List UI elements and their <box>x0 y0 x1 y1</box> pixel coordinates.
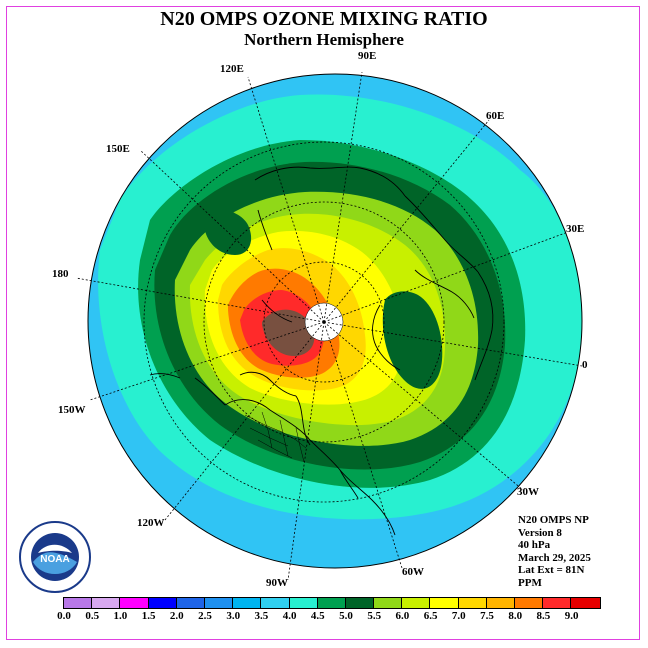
colorbar-swatch <box>374 598 403 608</box>
ozone-low-atlantic <box>382 291 443 389</box>
product-version: Version 8 <box>518 526 562 539</box>
colorbar-swatch <box>345 598 375 608</box>
logo-text: NOAA <box>40 554 69 565</box>
lon-label-60w: 60W <box>402 566 424 578</box>
colorbar-swatch <box>515 598 544 608</box>
colorbar-tick-label: 5.0 <box>339 610 353 622</box>
lon-label-60e: 60E <box>486 110 505 122</box>
colorbar-tick-label: 7.5 <box>480 610 494 622</box>
colorbar-tick-label: 4.5 <box>310 610 325 622</box>
colorbar-tick-label: 2.0 <box>169 610 184 622</box>
figure-frame <box>6 6 640 640</box>
colorbar-swatch <box>317 598 346 608</box>
colorbar-swatch <box>64 598 93 608</box>
lon-label-120w: 120W <box>137 517 165 529</box>
colorbar-tick-label: 8.0 <box>508 610 523 622</box>
colorbar-tick-label: 3.5 <box>254 610 269 622</box>
noaa-logo: NOAA <box>19 521 91 593</box>
latitude-extent: Lat Ext = 81N <box>518 564 585 577</box>
lon-label-180: 180 <box>52 268 69 280</box>
colorbar <box>63 597 601 609</box>
colorbar-tick-label: 5.5 <box>367 610 382 622</box>
coastlines <box>149 166 494 536</box>
colorbar-swatch <box>571 598 600 608</box>
map-disc-outline <box>87 73 583 569</box>
colorbar-swatch <box>148 598 177 608</box>
colorbar-tick-label: 7.0 <box>451 610 466 622</box>
colorbar-swatch <box>402 598 431 608</box>
colorbar-tick-label: 6.5 <box>423 610 438 622</box>
lon-label-90w: 90W <box>266 577 288 589</box>
colorbar-swatch <box>176 598 205 608</box>
colorbar-tick-label: 8.5 <box>536 610 551 622</box>
colorbar-tick-label: 2.5 <box>198 610 212 622</box>
colorbar-swatch <box>261 598 290 608</box>
colorbar-tick-label: 6.0 <box>395 610 410 622</box>
lon-label-90e: 90E <box>358 50 377 62</box>
colorbar-tick-label: 1.5 <box>141 610 156 622</box>
units: PPM <box>518 576 542 589</box>
product-info: N20 OMPS NP Version 8 40 hPa March 29, 2… <box>518 514 591 590</box>
colorbar-tick-label: 0.5 <box>85 610 100 622</box>
graticule <box>75 71 583 581</box>
lon-label-30e: 30E <box>566 223 585 235</box>
lon-label-30w: 30W <box>517 486 539 498</box>
colorbar-tick-label: 1.0 <box>113 610 128 622</box>
lon-label-150e: 150E <box>106 143 130 155</box>
colorbar-swatch <box>458 598 487 608</box>
product-date: March 29, 2025 <box>518 551 591 564</box>
pressure-level: 40 hPa <box>518 539 551 552</box>
colorbar-swatch <box>92 598 121 608</box>
colorbar-tick-label: 3.0 <box>226 610 241 622</box>
colorbar-swatch <box>543 598 572 608</box>
colorbar-tick-label: 9.0 <box>564 610 579 622</box>
lon-label-120e: 120E <box>220 63 244 75</box>
colorbar-swatch <box>430 598 459 608</box>
lon-label-0: 0 <box>582 359 588 371</box>
ozone-low-pacific <box>204 209 252 255</box>
us-state-grid <box>244 411 307 463</box>
colorbar-tick-label: 0.0 <box>57 610 71 622</box>
colorbar-swatch <box>233 598 262 608</box>
colorbar-tick-label: 4.0 <box>282 610 297 622</box>
ozone-band-brown <box>262 309 315 357</box>
lon-label-150w: 150W <box>58 404 86 416</box>
product-name: N20 OMPS NP <box>518 514 589 526</box>
colorbar-swatch <box>289 598 318 608</box>
colorbar-swatch <box>120 598 149 608</box>
colorbar-swatch <box>486 598 515 608</box>
map-subtitle: Northern Hemisphere <box>244 30 404 49</box>
colorbar-swatch <box>204 598 234 608</box>
map-title: N20 OMPS OZONE MIXING RATIO <box>160 8 488 30</box>
